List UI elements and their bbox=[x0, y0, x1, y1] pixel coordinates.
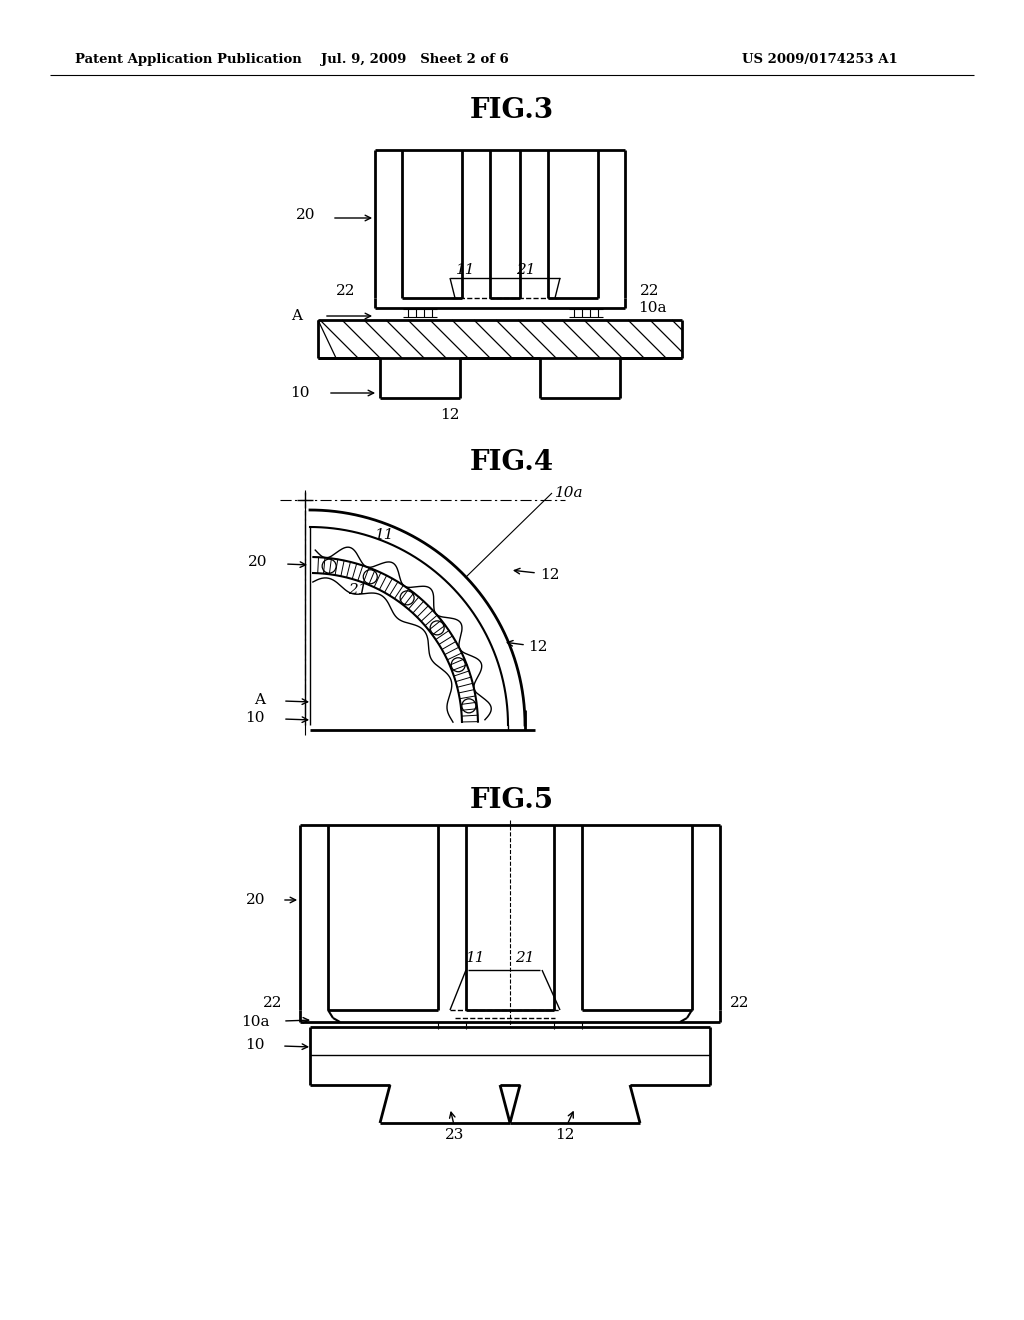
Text: 21: 21 bbox=[516, 263, 536, 277]
Text: FIG.4: FIG.4 bbox=[470, 449, 554, 475]
Text: 20: 20 bbox=[296, 209, 315, 222]
Text: A: A bbox=[291, 309, 302, 323]
Text: 11: 11 bbox=[466, 950, 485, 965]
Text: 10a: 10a bbox=[638, 301, 667, 315]
Text: 22: 22 bbox=[640, 284, 659, 298]
Text: 10: 10 bbox=[246, 1038, 265, 1052]
Text: 10a: 10a bbox=[242, 1015, 270, 1030]
Text: FIG.3: FIG.3 bbox=[470, 96, 554, 124]
Text: 23: 23 bbox=[445, 1129, 465, 1142]
Text: 10: 10 bbox=[291, 385, 310, 400]
Text: A: A bbox=[254, 693, 265, 708]
Text: US 2009/0174253 A1: US 2009/0174253 A1 bbox=[742, 54, 898, 66]
Text: 22: 22 bbox=[262, 997, 282, 1010]
Text: 10: 10 bbox=[246, 711, 265, 725]
Text: Patent Application Publication: Patent Application Publication bbox=[75, 54, 302, 66]
Text: 20: 20 bbox=[246, 894, 265, 907]
Text: FIG.5: FIG.5 bbox=[470, 787, 554, 813]
Text: 11: 11 bbox=[457, 263, 476, 277]
Text: 20: 20 bbox=[248, 554, 267, 569]
Text: 12: 12 bbox=[440, 408, 460, 422]
Text: 11: 11 bbox=[375, 528, 394, 543]
Text: 12: 12 bbox=[540, 568, 559, 582]
Text: Jul. 9, 2009   Sheet 2 of 6: Jul. 9, 2009 Sheet 2 of 6 bbox=[322, 54, 509, 66]
Text: 22: 22 bbox=[730, 997, 750, 1010]
Text: 12: 12 bbox=[528, 640, 548, 653]
Text: 21: 21 bbox=[348, 583, 368, 597]
Text: 10a: 10a bbox=[555, 486, 584, 500]
Text: 21: 21 bbox=[515, 950, 535, 965]
Text: 22: 22 bbox=[336, 284, 355, 298]
Text: 12: 12 bbox=[555, 1129, 574, 1142]
